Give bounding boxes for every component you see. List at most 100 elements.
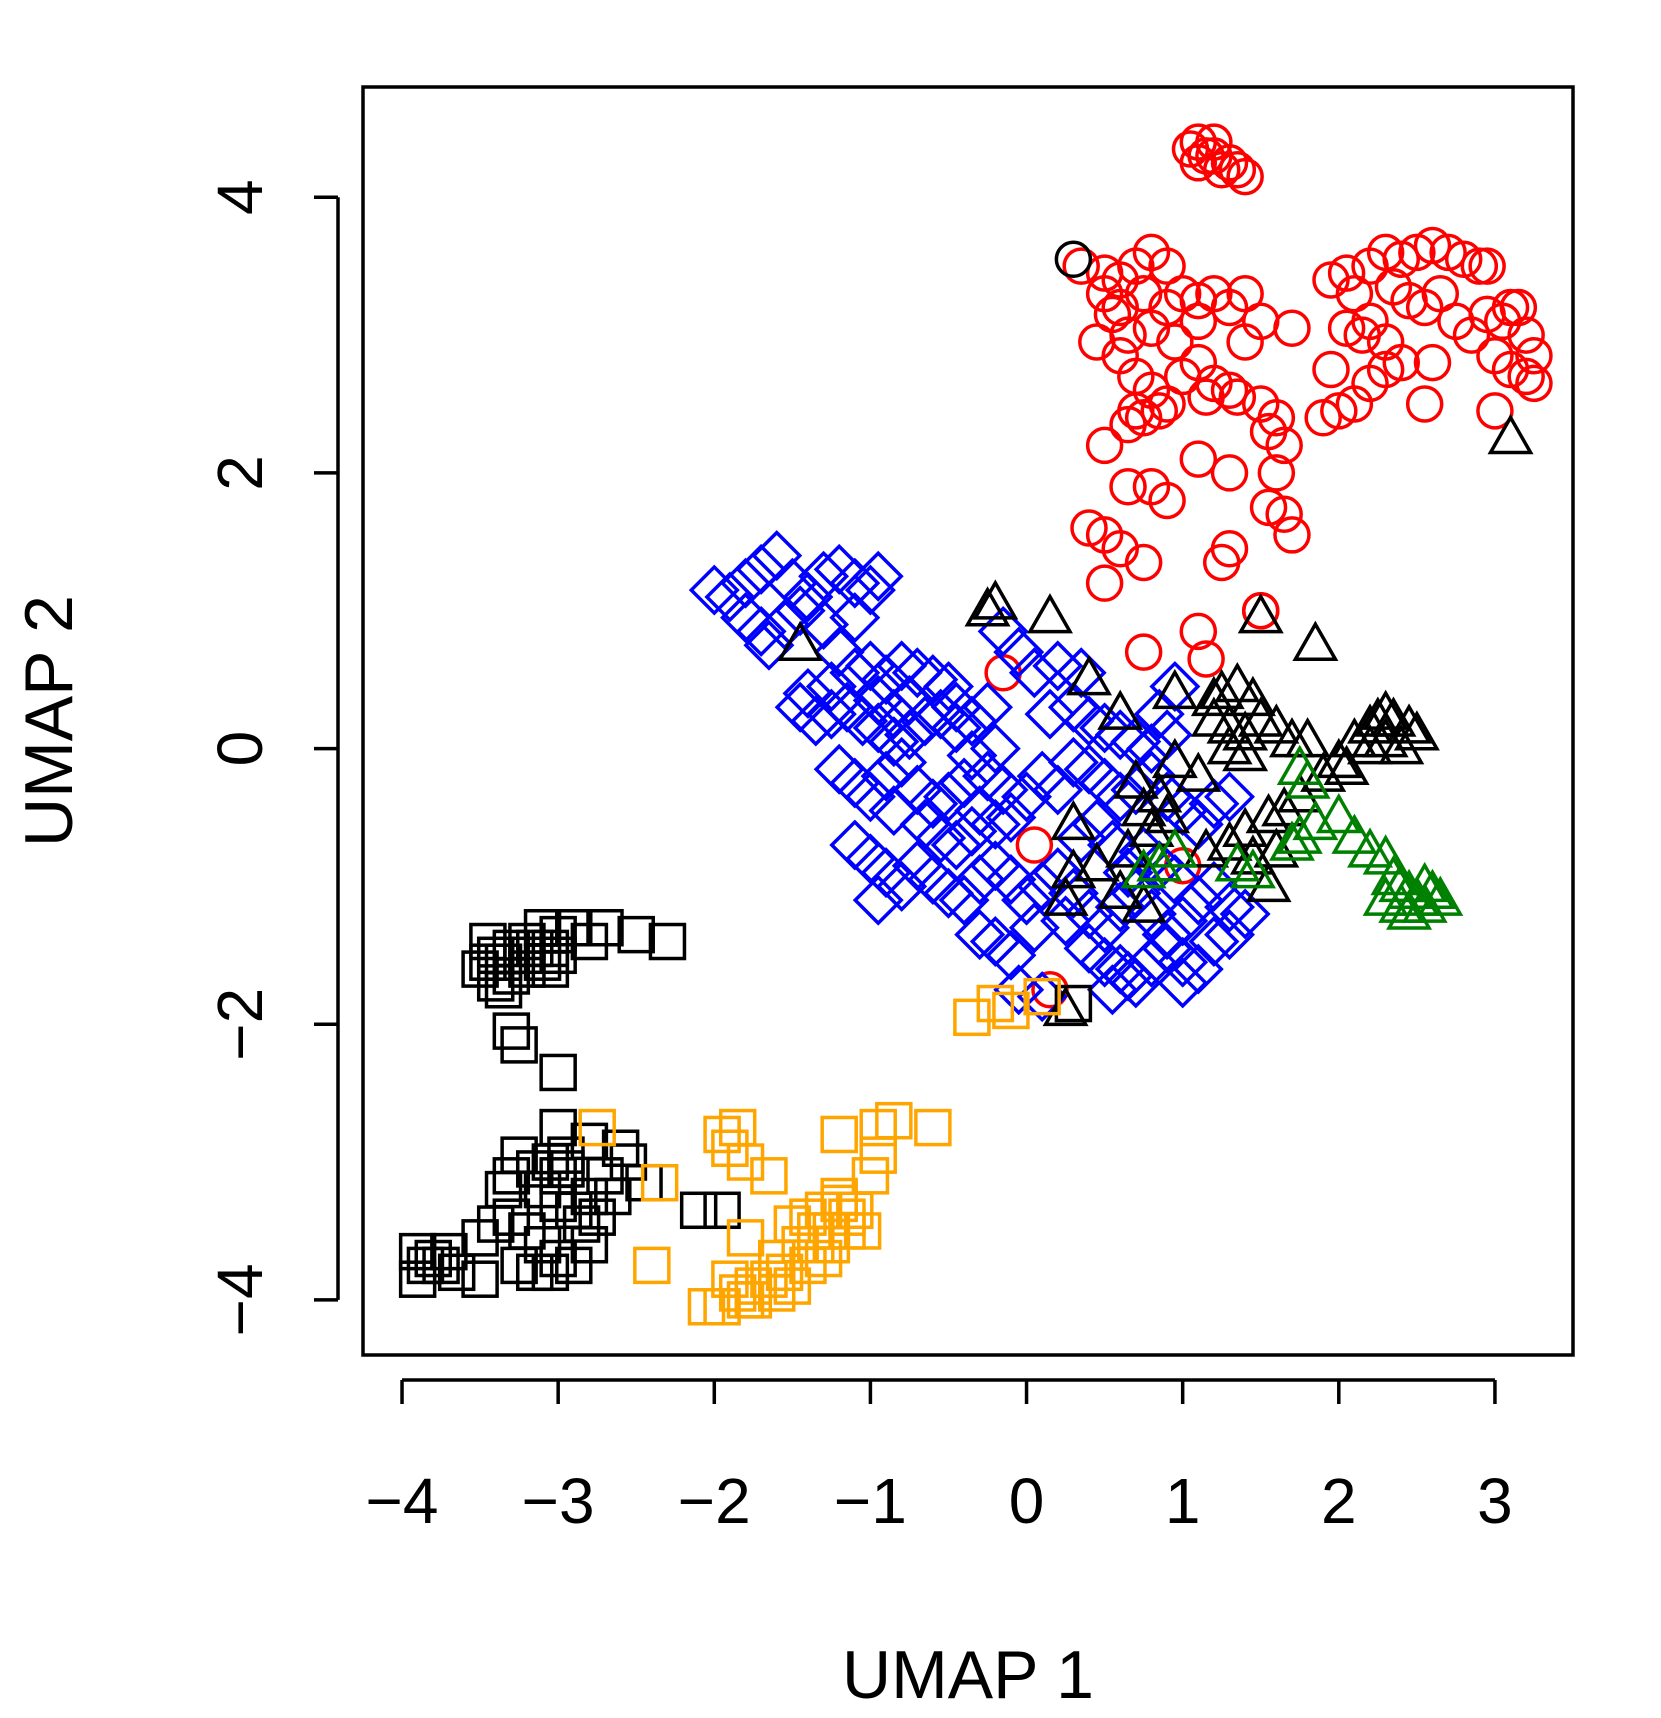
- square-point: [492, 1012, 531, 1050]
- square-point: [648, 922, 687, 961]
- diamond-point: [1094, 771, 1146, 823]
- triangle-point: [1315, 792, 1362, 834]
- diamond-point: [1149, 661, 1201, 713]
- circle-point: [1515, 337, 1553, 375]
- circle-point: [1054, 240, 1093, 279]
- triangle-point: [1362, 875, 1409, 916]
- triangle-point: [972, 579, 1019, 620]
- square-point: [578, 1108, 616, 1147]
- diamond-point: [977, 764, 1029, 816]
- diamond-point: [759, 599, 811, 650]
- diamond-point: [1024, 688, 1076, 740]
- x-tick-label: −1: [834, 1465, 907, 1537]
- triangle-point: [1347, 827, 1394, 868]
- diamond-point: [837, 695, 889, 747]
- diamond-point: [782, 667, 834, 719]
- diamond-point: [852, 874, 904, 926]
- triangle-point: [1487, 413, 1534, 455]
- circle-point: [1226, 157, 1264, 196]
- circle-point: [1226, 323, 1264, 361]
- x-axis: −4 −3 −2 −1 0 1 2 3: [366, 1378, 1513, 1537]
- diamond-point: [720, 557, 771, 609]
- triangle-point: [1292, 620, 1339, 661]
- diamond-point: [915, 812, 967, 864]
- square-point: [531, 950, 570, 988]
- triangle-point: [1331, 717, 1378, 758]
- y-axis-label: UMAP 2: [11, 595, 87, 847]
- diamond-point: [829, 647, 881, 699]
- triangle-point: [1151, 827, 1198, 868]
- y-tick-label: 0: [204, 731, 276, 767]
- triangle-point: [1222, 710, 1269, 751]
- diamond-point: [985, 929, 1037, 981]
- triangle-point: [1214, 662, 1261, 703]
- triangle-point: [1378, 861, 1425, 903]
- diamond-point: [1047, 681, 1099, 733]
- diamond-point: [1079, 702, 1131, 754]
- circle-point: [1226, 274, 1264, 313]
- diamond-point: [1157, 957, 1209, 1009]
- diamond-point: [751, 530, 803, 582]
- square-point: [851, 1157, 890, 1195]
- square-point: [500, 1026, 538, 1064]
- triangle-point: [1229, 848, 1276, 889]
- square-point: [531, 929, 570, 968]
- square-point: [570, 1122, 609, 1161]
- diamond-point: [743, 619, 795, 671]
- square-point: [617, 915, 655, 954]
- diamond-point: [829, 819, 881, 871]
- triangle-point: [1237, 593, 1284, 634]
- diamond-point: [1157, 895, 1209, 947]
- circle-point: [1366, 350, 1405, 389]
- square-point: [484, 1170, 523, 1209]
- diamond-point: [1125, 723, 1177, 775]
- square-point: [953, 998, 991, 1037]
- triangle-point: [1222, 806, 1269, 848]
- diamond-point: [852, 550, 904, 602]
- triangle-point: [1331, 813, 1378, 854]
- diamond-point: [798, 599, 850, 650]
- square-point: [539, 1157, 577, 1195]
- diamond-point: [1125, 750, 1177, 802]
- triangle-point: [1190, 675, 1237, 717]
- square-point: [797, 1225, 835, 1264]
- circle-point: [1273, 516, 1311, 554]
- diamond-point: [969, 723, 1021, 775]
- diamond-point: [1157, 936, 1209, 988]
- triangle-point: [1362, 689, 1409, 730]
- triangle-point: [1253, 703, 1300, 744]
- triangle-point: [1378, 882, 1425, 923]
- diamond-point: [985, 854, 1037, 905]
- triangle-point: [1253, 827, 1300, 868]
- square-point: [640, 1163, 679, 1202]
- diamond-point: [829, 592, 881, 644]
- diamond-point: [954, 909, 1006, 961]
- diamond-point: [938, 757, 990, 809]
- plot-frame: [361, 85, 1575, 1357]
- square-point: [750, 1157, 788, 1195]
- diamond-point: [899, 695, 951, 747]
- diamond-point: [1055, 647, 1107, 699]
- x-tick-label: −3: [522, 1465, 595, 1537]
- diamond-point: [907, 654, 959, 706]
- circle-point: [1124, 543, 1163, 582]
- diamond-point: [876, 860, 928, 912]
- triangle-point: [1120, 882, 1167, 923]
- square-point: [820, 1115, 858, 1154]
- square-point: [469, 943, 507, 981]
- square-point: [547, 1150, 585, 1188]
- square-point: [586, 908, 624, 947]
- circle-point: [1124, 274, 1163, 313]
- circle-point: [1187, 640, 1225, 678]
- triangle-point: [1393, 710, 1440, 751]
- circle-point: [1507, 316, 1545, 354]
- square-point: [734, 1281, 773, 1319]
- circle-point: [1515, 364, 1553, 403]
- triangle-point: [1401, 861, 1448, 903]
- triangle-point: [1183, 827, 1230, 868]
- square-point: [570, 1225, 609, 1264]
- triangle-point: [1198, 668, 1245, 710]
- triangle-point: [1042, 875, 1089, 916]
- diamond-point: [876, 640, 928, 692]
